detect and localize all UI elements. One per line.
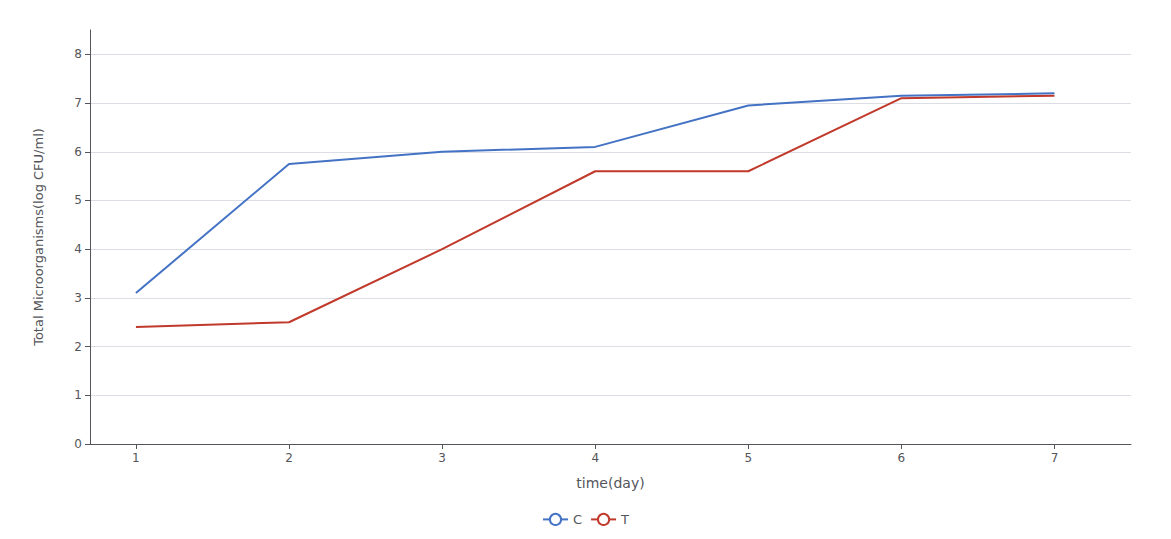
svg-text:time(day): time(day) <box>576 475 644 491</box>
svg-text:T: T <box>620 512 629 527</box>
svg-text:1: 1 <box>74 388 82 402</box>
svg-text:5: 5 <box>74 193 82 207</box>
svg-text:3: 3 <box>74 291 82 305</box>
svg-text:2: 2 <box>74 340 82 354</box>
svg-text:1: 1 <box>132 451 140 465</box>
svg-text:7: 7 <box>1051 451 1059 465</box>
svg-text:6: 6 <box>74 145 82 159</box>
svg-text:8: 8 <box>74 47 82 61</box>
svg-text:5: 5 <box>744 451 752 465</box>
svg-text:Total Microorganisms(log CFU/m: Total Microorganisms(log CFU/ml) <box>31 128 46 347</box>
svg-text:7: 7 <box>74 96 82 110</box>
svg-text:4: 4 <box>74 242 82 256</box>
svg-text:C: C <box>573 512 582 527</box>
svg-text:2: 2 <box>285 451 293 465</box>
svg-text:0: 0 <box>74 437 82 451</box>
svg-text:4: 4 <box>591 451 599 465</box>
svg-text:6: 6 <box>898 451 906 465</box>
svg-text:3: 3 <box>438 451 446 465</box>
